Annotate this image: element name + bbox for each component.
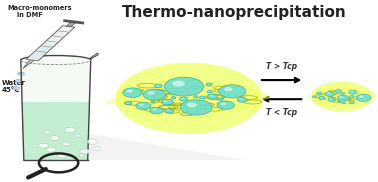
Circle shape xyxy=(15,79,22,83)
Polygon shape xyxy=(306,88,378,104)
Circle shape xyxy=(39,143,48,148)
Circle shape xyxy=(336,90,339,91)
Text: Thermo-nanoprecipitation: Thermo-nanoprecipitation xyxy=(122,5,347,20)
Circle shape xyxy=(208,91,210,92)
Circle shape xyxy=(194,96,196,97)
Circle shape xyxy=(172,81,185,87)
Polygon shape xyxy=(21,60,91,160)
Circle shape xyxy=(13,87,20,90)
Circle shape xyxy=(167,110,169,111)
Circle shape xyxy=(349,90,357,94)
Circle shape xyxy=(172,97,174,98)
Circle shape xyxy=(325,92,335,96)
Circle shape xyxy=(219,98,221,99)
Circle shape xyxy=(342,102,344,103)
Circle shape xyxy=(311,82,373,111)
Polygon shape xyxy=(22,102,90,160)
Circle shape xyxy=(180,97,188,101)
Polygon shape xyxy=(105,80,271,118)
Circle shape xyxy=(313,96,314,97)
Polygon shape xyxy=(27,43,56,61)
Circle shape xyxy=(194,96,198,98)
Circle shape xyxy=(320,97,322,98)
Circle shape xyxy=(335,90,341,92)
Circle shape xyxy=(150,107,163,114)
Circle shape xyxy=(330,99,332,100)
Circle shape xyxy=(319,96,325,100)
Circle shape xyxy=(341,92,345,94)
Polygon shape xyxy=(90,53,98,59)
Circle shape xyxy=(171,97,176,99)
Circle shape xyxy=(46,147,56,152)
Circle shape xyxy=(350,91,353,92)
Circle shape xyxy=(139,104,144,106)
Circle shape xyxy=(74,134,81,137)
Circle shape xyxy=(180,100,212,115)
Circle shape xyxy=(126,102,129,103)
Circle shape xyxy=(136,102,151,110)
Circle shape xyxy=(328,98,336,102)
Circle shape xyxy=(201,96,203,98)
Circle shape xyxy=(351,96,352,97)
Text: Macro-monomers
    in DMF: Macro-monomers in DMF xyxy=(8,5,72,18)
Circle shape xyxy=(220,102,226,105)
Polygon shape xyxy=(66,21,76,27)
Circle shape xyxy=(338,102,341,103)
Circle shape xyxy=(209,95,213,96)
Circle shape xyxy=(165,109,174,113)
Circle shape xyxy=(80,149,90,154)
Polygon shape xyxy=(35,130,246,160)
Text: T > Tcp: T > Tcp xyxy=(266,62,297,71)
Circle shape xyxy=(206,83,212,86)
Circle shape xyxy=(350,96,354,98)
Circle shape xyxy=(87,139,98,144)
Circle shape xyxy=(153,108,157,111)
Circle shape xyxy=(115,63,263,134)
Circle shape xyxy=(337,95,349,101)
Circle shape xyxy=(342,102,345,104)
Circle shape xyxy=(181,98,184,99)
Circle shape xyxy=(224,87,233,91)
Circle shape xyxy=(237,98,247,102)
Circle shape xyxy=(43,130,51,134)
Circle shape xyxy=(155,84,162,88)
Circle shape xyxy=(156,85,158,86)
Circle shape xyxy=(164,77,204,96)
Circle shape xyxy=(218,98,223,100)
Polygon shape xyxy=(26,26,75,61)
Circle shape xyxy=(316,92,322,95)
Circle shape xyxy=(200,96,206,99)
Circle shape xyxy=(143,89,166,100)
Circle shape xyxy=(161,99,174,105)
Polygon shape xyxy=(23,60,34,68)
Circle shape xyxy=(78,154,84,157)
Circle shape xyxy=(207,90,212,93)
Circle shape xyxy=(57,153,67,158)
Circle shape xyxy=(18,72,25,75)
Circle shape xyxy=(123,88,143,97)
Text: Water
45°C: Water 45°C xyxy=(2,80,26,93)
Circle shape xyxy=(187,102,197,107)
Circle shape xyxy=(239,98,242,100)
Circle shape xyxy=(318,93,319,94)
Circle shape xyxy=(164,100,167,102)
Text: T < Tcp: T < Tcp xyxy=(266,108,297,117)
Circle shape xyxy=(327,92,330,94)
Circle shape xyxy=(125,102,132,105)
Circle shape xyxy=(208,94,218,99)
Circle shape xyxy=(356,94,371,101)
Circle shape xyxy=(127,90,133,93)
Circle shape xyxy=(92,147,101,151)
Circle shape xyxy=(218,85,246,98)
Circle shape xyxy=(50,136,60,140)
Circle shape xyxy=(313,96,316,98)
Circle shape xyxy=(359,96,364,98)
Circle shape xyxy=(152,101,155,103)
Circle shape xyxy=(349,101,354,104)
Circle shape xyxy=(339,96,343,98)
Circle shape xyxy=(62,142,70,146)
Circle shape xyxy=(217,101,234,109)
Circle shape xyxy=(65,127,75,133)
Circle shape xyxy=(148,91,155,95)
